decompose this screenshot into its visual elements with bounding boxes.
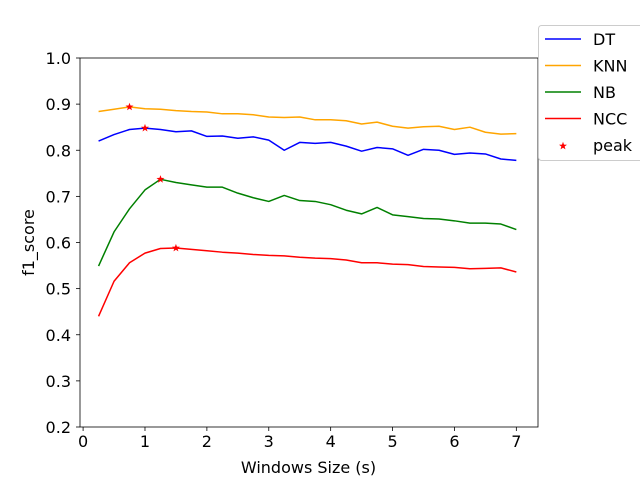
peak-marker-4 — [171, 243, 180, 252]
series-line-ncc — [97, 247, 517, 317]
plot-area — [79, 57, 539, 428]
peak-marker-3 — [156, 175, 165, 183]
peak-marker-2 — [140, 123, 149, 132]
y-tick-label: 0.3 — [46, 372, 71, 391]
legend-label-dt: DT — [593, 30, 615, 49]
series-line-dt — [98, 127, 517, 162]
y-axis-label: f1_score — [19, 209, 39, 276]
y-tick-label: 0.7 — [46, 187, 71, 206]
legend: DT KNN NB NCC peak — [538, 25, 640, 161]
y-tick-label: 0.2 — [46, 418, 71, 437]
x-tick-label: 5 — [387, 432, 397, 451]
series-line-nb — [97, 178, 517, 267]
x-tick-label: 4 — [326, 432, 336, 451]
y-tick-label: 1.0 — [46, 49, 71, 68]
y-tick-label: 0.6 — [46, 234, 71, 253]
x-tick-label: 2 — [202, 432, 212, 451]
x-tick-label: 3 — [264, 432, 274, 451]
series-line-knn — [98, 106, 517, 135]
y-tick-label: 0.8 — [46, 141, 71, 160]
y-tick-label: 0.9 — [46, 95, 71, 114]
legend-label-ncc: NCC — [593, 110, 627, 129]
legend-label-nb: NB — [593, 83, 616, 102]
x-tick-label: 0 — [78, 432, 88, 451]
legend-label-peak: peak — [593, 136, 633, 155]
x-tick-label: 7 — [511, 432, 521, 451]
x-axis-label: Windows Size (s) — [241, 458, 376, 477]
axes-frame — [79, 57, 539, 428]
legend-swatch-peak — [559, 141, 567, 150]
axis-ticks: 0 1 2 3 4 5 6 7 0.2 0.3 0.4 0.5 0.6 0.7 0.8 0.9 1.0 — [46, 49, 522, 451]
legend-label-knn: KNN — [593, 57, 627, 76]
legend-box — [538, 25, 640, 161]
y-tick-label: 0.5 — [46, 280, 71, 299]
y-tick-label: 0.4 — [46, 326, 71, 345]
x-tick-label: 6 — [449, 432, 459, 451]
x-tick-label: 1 — [140, 432, 150, 451]
peak-marker-1 — [125, 102, 134, 111]
